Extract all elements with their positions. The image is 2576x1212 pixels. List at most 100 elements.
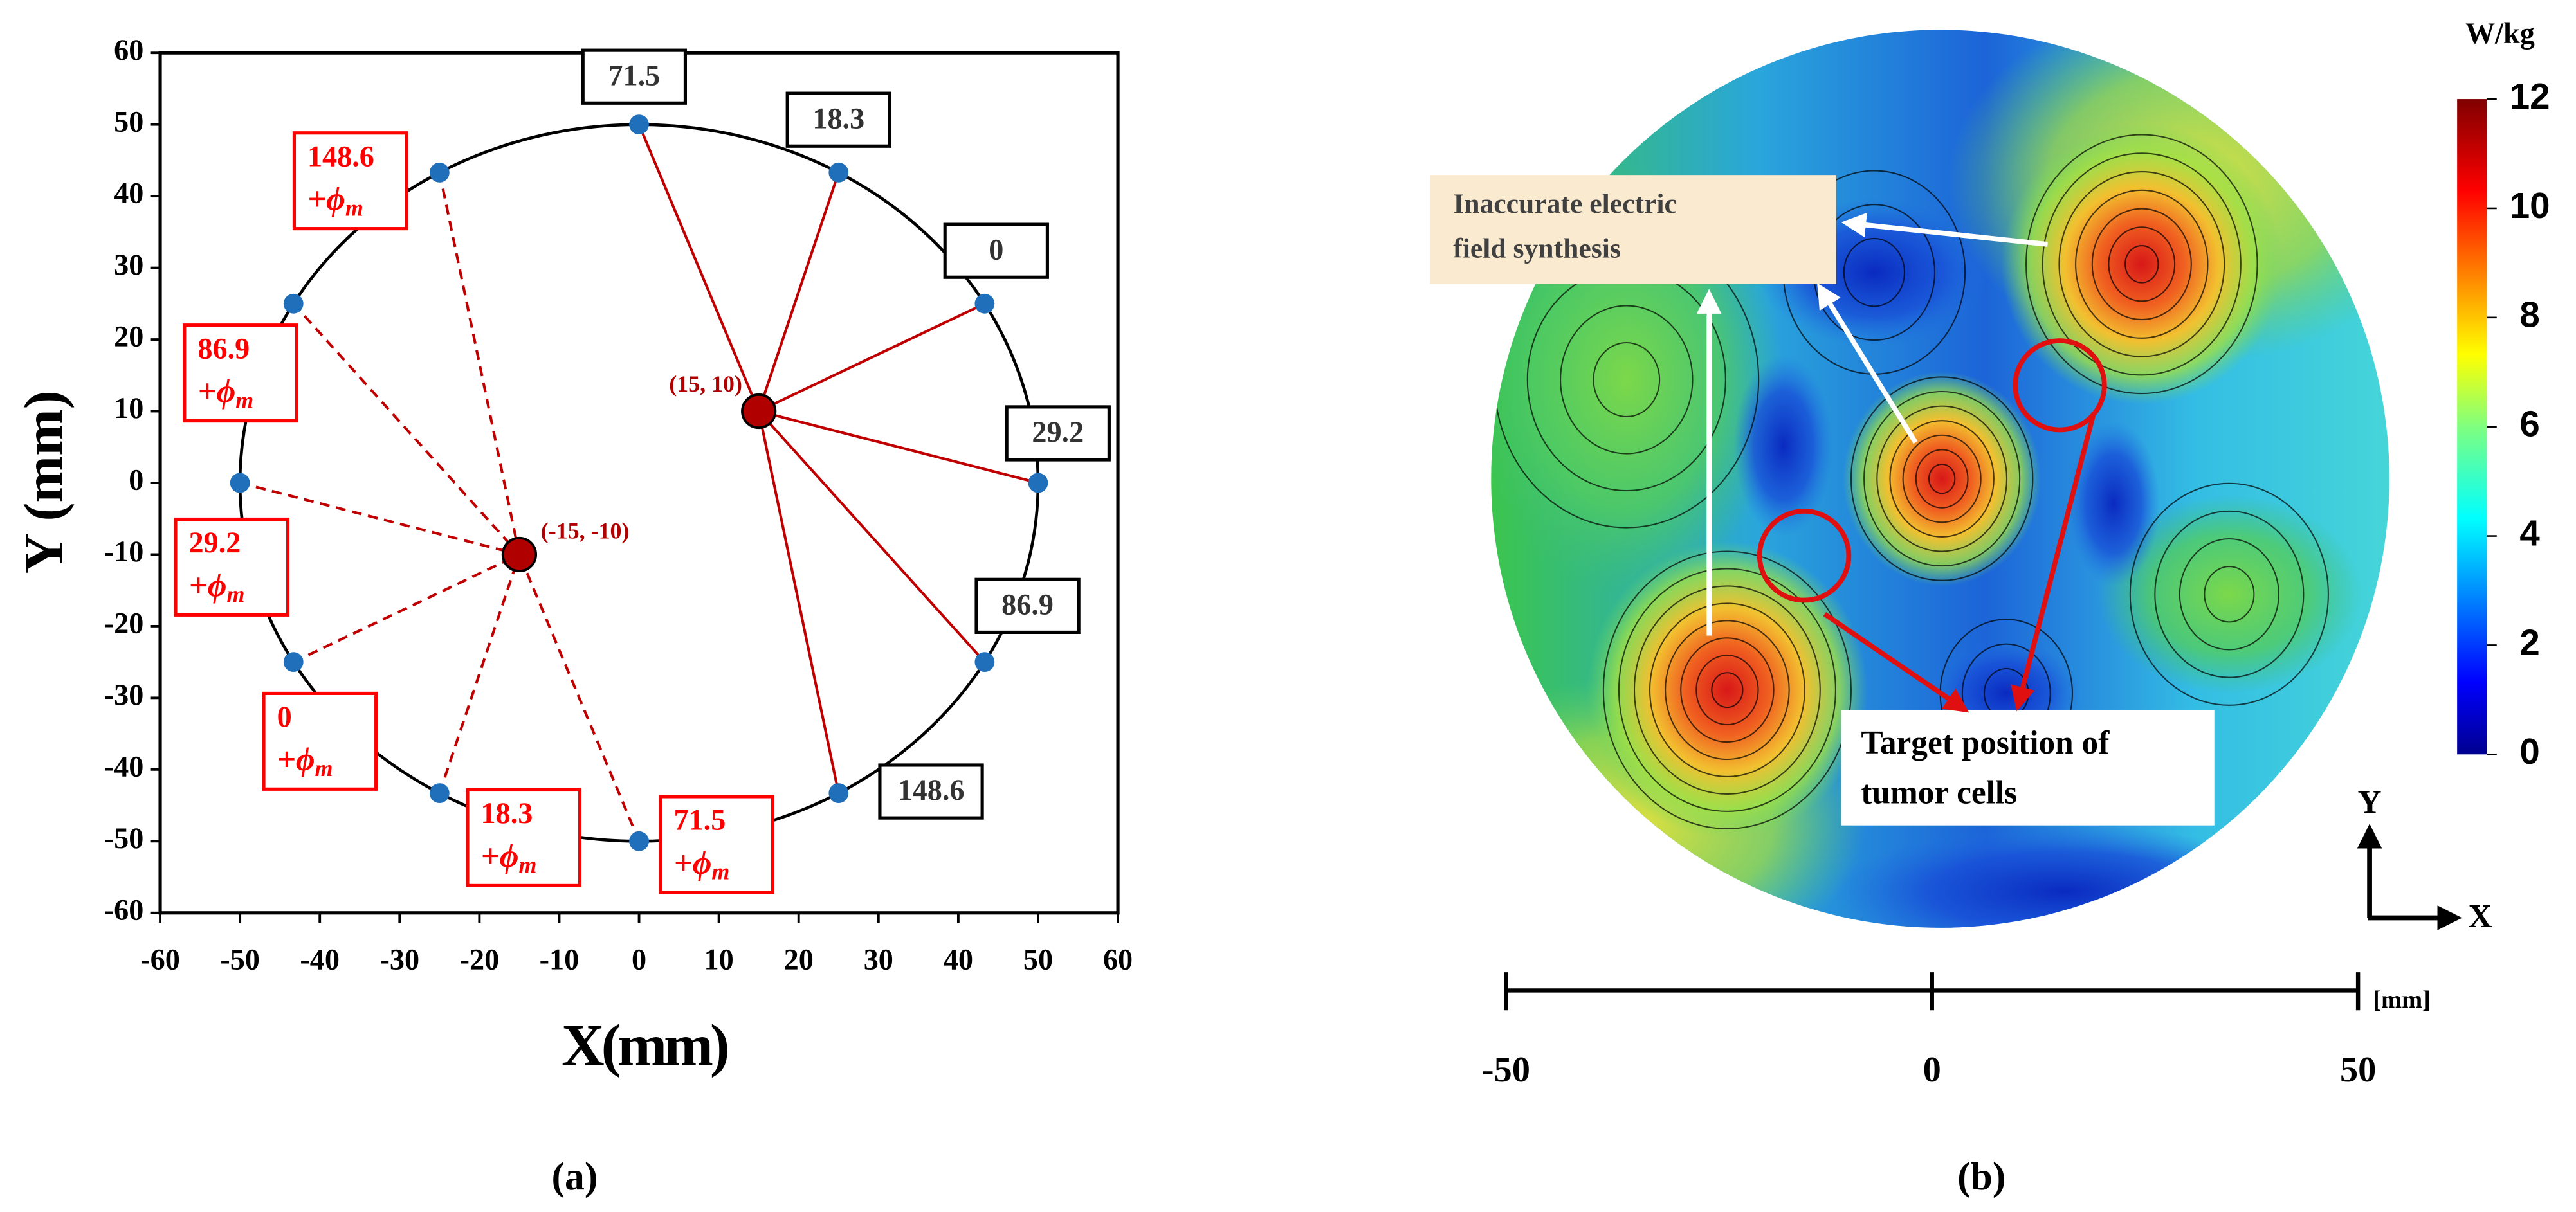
phase-label: 29.2 <box>1032 415 1084 448</box>
contour <box>1618 568 1836 812</box>
y-tick-label: 30 <box>114 248 143 281</box>
phase-box <box>581 48 687 105</box>
field-map <box>1491 30 2389 928</box>
arrows <box>1696 212 2462 930</box>
x-tick-label: 0 <box>632 943 646 975</box>
phase-box <box>1005 405 1111 462</box>
annotation-text: field synthesis <box>1453 233 1621 264</box>
element-point <box>429 783 450 804</box>
contour <box>1902 434 1982 523</box>
contour <box>2154 510 2305 678</box>
element-point <box>429 162 450 183</box>
feed-line <box>758 302 985 413</box>
contour <box>1850 376 2034 581</box>
feed-line <box>637 123 760 412</box>
phase-suffix: +ϕm <box>307 181 363 221</box>
phase-suffix-base: +ϕ <box>673 845 711 882</box>
phase-box <box>183 323 298 423</box>
contour <box>1889 420 1995 538</box>
phase-suffix-sub: m <box>518 852 536 878</box>
x-tick-label: 20 <box>784 943 814 975</box>
target-circle <box>1757 509 1852 603</box>
feed-line <box>758 410 986 664</box>
phase-label: 18.3 <box>481 797 533 829</box>
scale-tick-label: -50 <box>1482 1050 1530 1090</box>
x-tick-label: -40 <box>300 943 340 975</box>
element-point <box>974 652 995 673</box>
phase-suffix: +ϕm <box>189 567 245 607</box>
feed-line <box>518 554 641 842</box>
contour <box>2129 482 2329 706</box>
x-tick-label: -10 <box>540 943 580 975</box>
colorbar-tick-label: 10 <box>2510 185 2550 226</box>
x-tick-label: 40 <box>944 943 973 975</box>
y-tick-label: -30 <box>104 678 144 711</box>
element-point <box>629 114 649 135</box>
y-tick-label: 0 <box>129 464 143 496</box>
phase-suffix-base: +ϕ <box>307 181 345 217</box>
y-tick-label: 10 <box>114 392 143 424</box>
feed-line <box>438 172 521 555</box>
phase-suffix: +ϕm <box>481 838 537 878</box>
x-tick-label: 30 <box>864 943 893 975</box>
x-tick-label: -50 <box>220 943 260 975</box>
phase-label: 86.9 <box>1001 588 1054 621</box>
scale-unit: [mm] <box>2373 986 2431 1013</box>
colorbar-tick-label: 4 <box>2519 512 2540 553</box>
contour <box>1665 620 1790 761</box>
contour <box>2108 226 2176 302</box>
contour <box>1593 341 1661 418</box>
phase-label: 148.6 <box>898 773 965 806</box>
phase-suffix-sub: m <box>345 195 363 221</box>
feed-line <box>292 302 520 556</box>
panel-label: (b) <box>1957 1155 2005 1198</box>
phase-suffix-base: +ϕ <box>481 838 519 874</box>
contour <box>1602 550 1852 829</box>
phase-suffix-sub: m <box>235 388 253 413</box>
contour <box>1843 237 1905 307</box>
contour <box>1863 390 2021 567</box>
focus-point <box>741 393 777 430</box>
phase-label: 29.2 <box>189 526 241 559</box>
phase-suffix-sub: m <box>711 859 729 885</box>
phase-suffix: +ϕm <box>197 373 253 413</box>
x-tick-label: 10 <box>704 943 734 975</box>
contour <box>1695 655 1759 726</box>
contour <box>2091 208 2192 321</box>
phase-suffix-base: +ϕ <box>189 567 227 604</box>
phase-suffix: +ϕm <box>277 741 333 781</box>
element-point <box>283 652 304 673</box>
phase-box <box>262 691 378 791</box>
phase-label: 86.9 <box>197 332 250 365</box>
phase-box <box>974 577 1081 634</box>
y-tick-label: -10 <box>104 535 144 568</box>
focus-point <box>501 536 538 573</box>
y-axis-label: Y (mm) <box>12 390 75 574</box>
contour <box>1633 585 1821 795</box>
colorbar-tick-label: 6 <box>2519 404 2539 444</box>
element-point <box>828 162 849 183</box>
phase-box <box>292 131 408 231</box>
contour <box>1928 463 1956 494</box>
y-tick-label: -20 <box>104 607 144 640</box>
contour <box>2042 152 2242 376</box>
phase-label: 0 <box>989 233 1003 266</box>
phase-label: 18.3 <box>812 102 864 134</box>
contour <box>1876 405 2008 552</box>
contour <box>2124 245 2159 284</box>
feed-line <box>757 411 840 794</box>
phase-label: 71.5 <box>673 804 726 837</box>
phase-label: 148.6 <box>307 140 374 172</box>
phase-box <box>785 91 891 148</box>
phase-box <box>943 222 1049 279</box>
annotation-text: tumor cells <box>1861 774 2017 811</box>
orient-y: Y <box>2358 784 2382 821</box>
element-point <box>974 293 995 314</box>
y-tick-label: 20 <box>114 320 143 353</box>
x-axis-label: X(mm) <box>562 1013 727 1078</box>
phase-box <box>878 763 984 820</box>
x-tick-label: 50 <box>1023 943 1053 975</box>
feed-line <box>438 554 521 794</box>
x-tick-label: -60 <box>140 943 180 975</box>
phase-suffix-base: +ϕ <box>277 741 315 778</box>
